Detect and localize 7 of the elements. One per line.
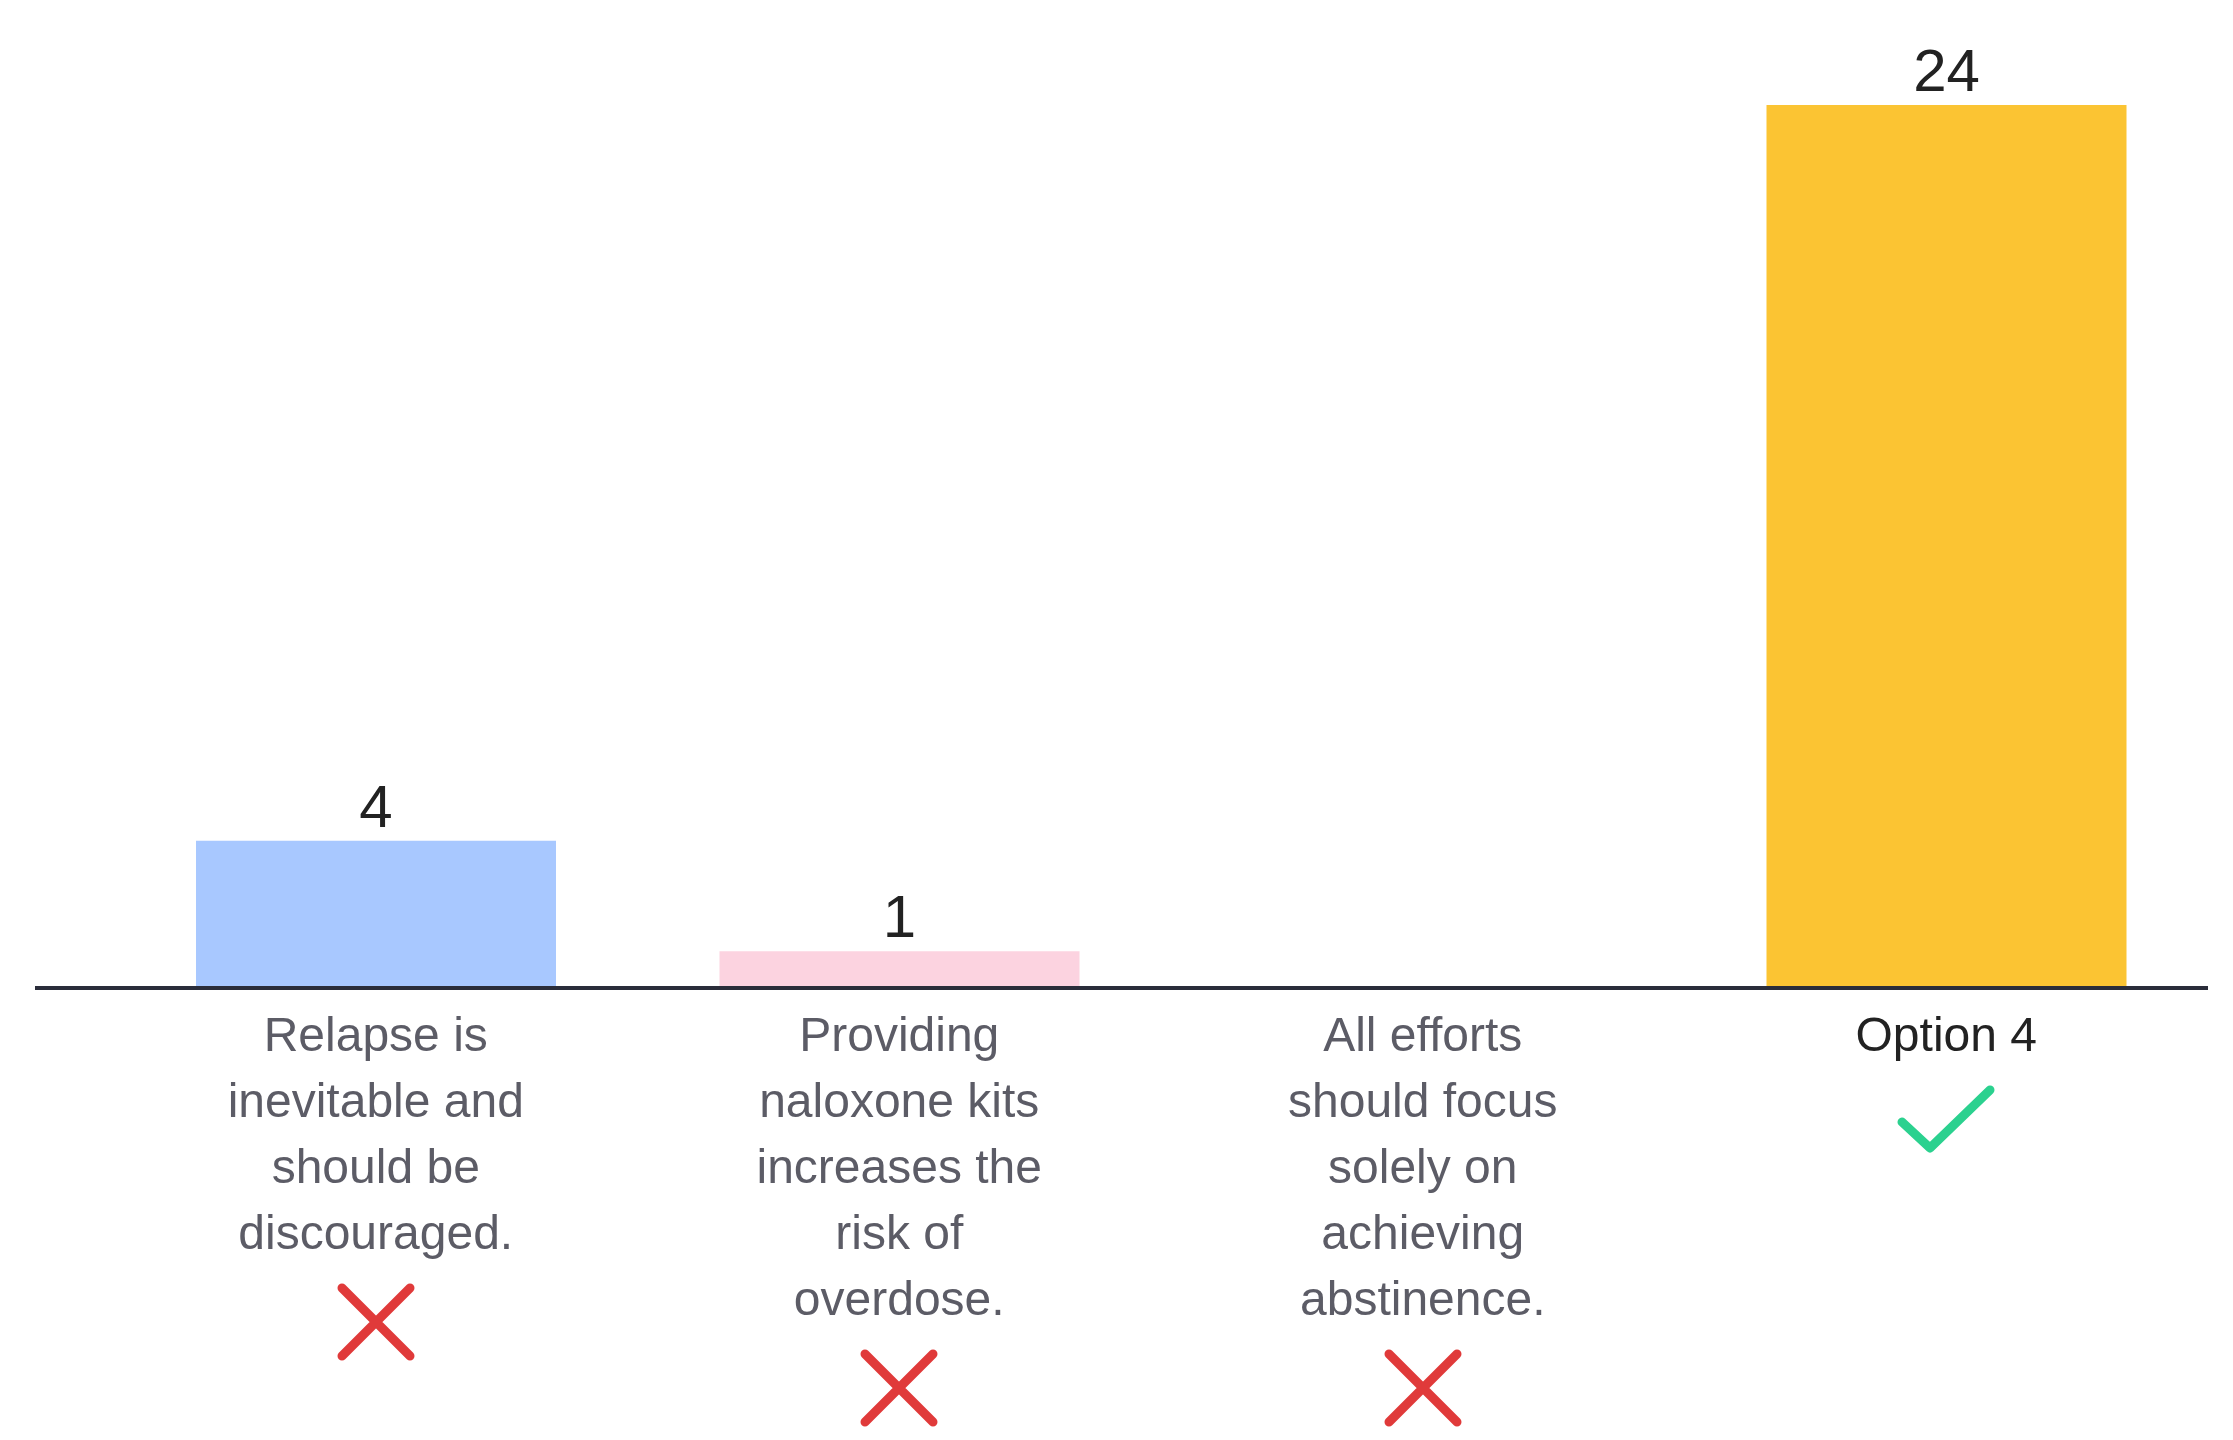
x-tick-label: Relapse is inevitable and should be discouraged. xyxy=(226,1007,525,1261)
data-label: 24 xyxy=(1913,37,1980,104)
x-tick-label: Providing naloxone kits increases the risk of overdose. xyxy=(755,1007,1043,1327)
data-label: 4 xyxy=(359,772,393,840)
x-tick-label: Option 4 xyxy=(1854,1007,2038,1063)
x-tick-label: All efforts should focus solely on achieving abstinence. xyxy=(1287,1007,1559,1327)
data-label: 1 xyxy=(882,883,917,951)
